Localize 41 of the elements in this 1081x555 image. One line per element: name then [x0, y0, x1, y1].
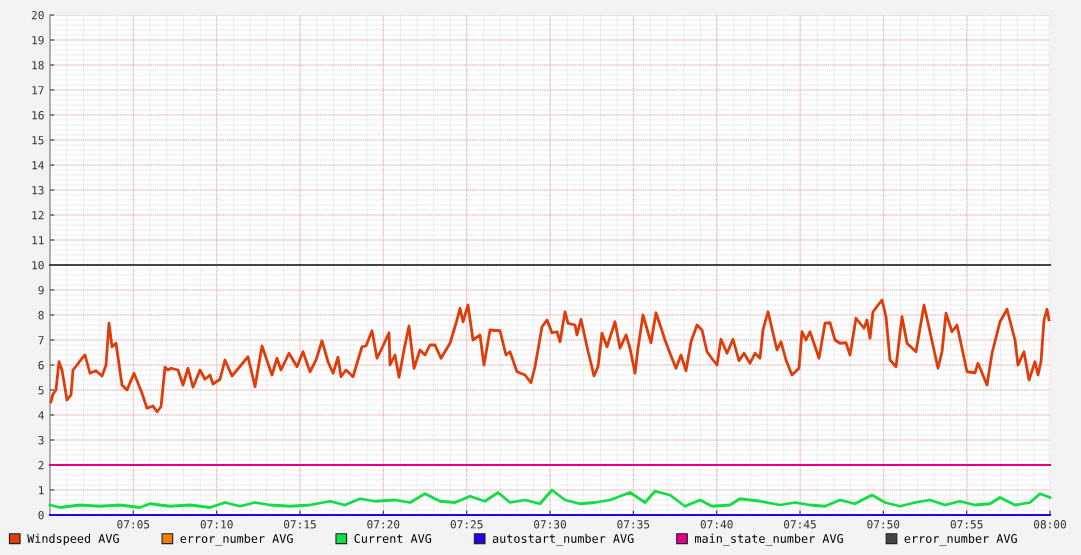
x-tick-label: 08:00	[1034, 520, 1066, 529]
y-tick-label: 19	[32, 36, 44, 45]
y-tick-label: 4	[38, 411, 44, 420]
y-tick-label: 3	[38, 436, 44, 445]
y-tick-label: 13	[32, 186, 44, 195]
x-tick-label: 07:30	[534, 520, 566, 529]
x-tick-label: 07:50	[867, 520, 900, 529]
x-tick-label: 07:10	[200, 520, 233, 529]
x-tick-label: 07:40	[700, 520, 733, 529]
y-tick-label: 8	[38, 311, 44, 320]
y-tick-label: 1	[39, 486, 44, 495]
legend-label: Current AVG	[354, 534, 432, 543]
legend-label: autostart_number AVG	[492, 533, 634, 546]
legend-label: error_number AVG	[904, 533, 1017, 546]
x-tick-label: 07:25	[450, 520, 483, 529]
y-tick-label: 9	[38, 286, 44, 295]
legend-label: error_number AVG	[180, 533, 293, 546]
y-tick-label: 14	[32, 161, 44, 170]
x-tick-label: 07:15	[284, 520, 316, 529]
legend-label: Windspeed AVG	[27, 533, 119, 546]
x-tick-label: 07:20	[367, 520, 400, 529]
y-tick-label: 2	[38, 461, 44, 470]
y-tick-label: 17	[32, 86, 44, 95]
x-tick-label: 07:35	[617, 520, 650, 529]
line-series	[48, 488, 1052, 509]
legend-label: main_state_number AVG	[695, 533, 843, 546]
y-tick-label: 16	[32, 111, 44, 120]
y-tick-label: 15	[32, 136, 44, 145]
x-tick-label: 07:55	[950, 520, 983, 529]
x-tick-label: 07:45	[784, 520, 816, 529]
y-tick-label: 6	[38, 361, 44, 370]
y-tick-label: 0	[38, 511, 44, 520]
x-tick-label: 07:05	[117, 520, 150, 529]
y-tick-label: 11	[32, 236, 44, 245]
y-tick-label: 12	[32, 211, 44, 220]
y-tick-label: 18	[32, 61, 44, 70]
y-tick-label: 5	[38, 386, 44, 395]
y-tick-label: 10	[32, 261, 44, 270]
line-series	[49, 298, 1051, 414]
y-tick-label: 7	[38, 336, 44, 345]
y-tick-label: 20	[31, 11, 44, 20]
